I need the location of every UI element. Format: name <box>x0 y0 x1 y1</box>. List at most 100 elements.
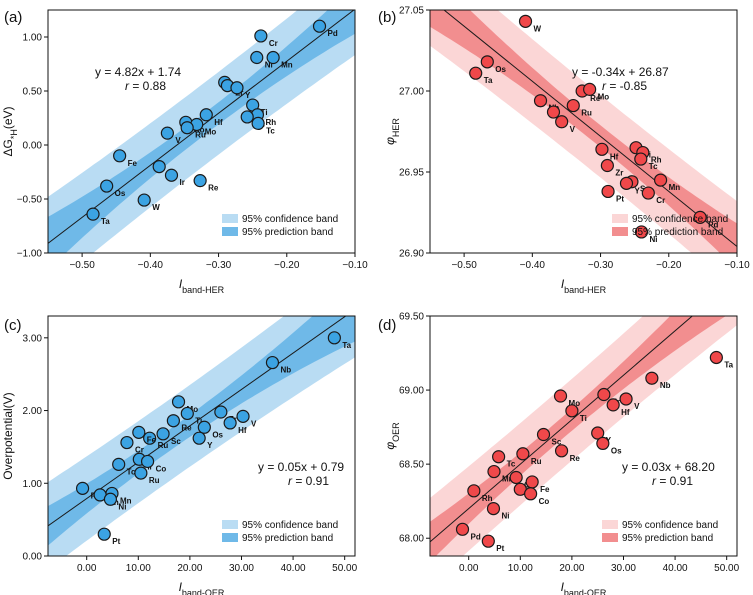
correlation-r: r = -0.85 <box>602 79 647 93</box>
x-tick-label: −0.10 <box>724 260 750 271</box>
point-label: Ru <box>195 131 206 140</box>
data-point-zr <box>214 405 228 419</box>
data-point-fe <box>132 425 146 439</box>
data-point-mo <box>553 389 568 403</box>
data-point-ir <box>164 168 179 182</box>
point-label: Pd <box>708 220 718 229</box>
x-tick-label: −0.20 <box>274 260 300 271</box>
legend: 95% confidence band 95% prediction band <box>612 214 728 238</box>
point-label: Mo <box>598 92 610 101</box>
data-point-ru <box>516 447 530 461</box>
point-label: Mn <box>502 475 514 484</box>
data-point-pt <box>481 534 495 548</box>
point-label: Ru <box>581 109 592 118</box>
x-tick-label: 10.00 <box>508 563 533 574</box>
data-point-pd <box>693 210 707 224</box>
data-point-zr <box>597 387 611 402</box>
legend-swatch-prediction <box>612 227 628 236</box>
data-point-nb <box>265 355 280 370</box>
point-label: Hf <box>238 426 247 435</box>
x-axis-label: Iband-OER <box>179 580 225 595</box>
point-label: Pt <box>616 194 624 203</box>
plot-area <box>48 10 355 253</box>
data-point-w <box>518 14 533 28</box>
x-tick-label: 30.00 <box>229 563 254 574</box>
plot-area <box>430 10 737 253</box>
y-tick-label: 3.00 <box>23 333 43 344</box>
y-tick-label: 26.95 <box>399 168 424 179</box>
data-point-hf <box>223 416 237 430</box>
data-point-re <box>166 414 180 428</box>
data-point-cr <box>641 186 655 200</box>
data-point-mo <box>171 395 186 409</box>
legend-swatch-confidence <box>222 214 238 223</box>
point-label: Cr <box>656 196 665 205</box>
point-label: Ti <box>261 108 268 117</box>
point-label: Rh <box>651 156 662 165</box>
panel-b: WOsTaReMoNbRuIrVHfTiRhTcZrMnScYPtCrPdNi−… <box>378 6 750 296</box>
data-point-v <box>555 115 569 129</box>
point-label: Os <box>495 65 506 74</box>
data-point-nb <box>645 371 659 385</box>
legend-label: 95% prediction band <box>242 227 333 238</box>
data-point-ru2 <box>134 466 148 480</box>
point-label: Ru <box>149 476 160 485</box>
panel-label: (a) <box>4 9 22 26</box>
y-tick-label: −0.50 <box>17 195 43 206</box>
data-point-sc <box>536 427 551 442</box>
point-label: Y <box>207 441 213 450</box>
point-label: Mn <box>669 183 681 192</box>
point-label: Co <box>156 464 167 473</box>
point-label: Rh <box>265 118 276 127</box>
y-axis-label: φOER <box>383 422 401 450</box>
x-tick-label: 50.00 <box>714 563 739 574</box>
data-point-mn <box>653 173 668 187</box>
data-point-pd <box>75 481 90 495</box>
point-label: Tc <box>266 126 275 135</box>
data-point-pt <box>97 527 111 541</box>
point-label: Y <box>245 91 251 100</box>
y-tick-label: 0.00 <box>23 552 43 563</box>
data-point-fe <box>525 475 539 489</box>
data-point-ta <box>86 207 100 221</box>
legend-swatch-confidence <box>612 214 628 223</box>
data-point-pd <box>312 19 327 33</box>
data-point-y <box>192 431 206 445</box>
point-label: Fe <box>128 159 138 168</box>
data-point-y <box>619 176 634 190</box>
correlation-r: r = 0.91 <box>288 474 329 488</box>
data-point-mo <box>583 82 597 96</box>
x-tick-label: 0.00 <box>459 563 479 574</box>
point-label: Ni <box>118 502 126 511</box>
data-point-co <box>524 487 538 501</box>
y-tick-label: 69.00 <box>399 386 424 397</box>
data-point-tc <box>492 450 506 464</box>
point-label: Hf <box>621 408 630 417</box>
data-point-nb <box>533 94 548 108</box>
y-axis-label: φHER <box>383 118 401 145</box>
y-tick-label: −1.00 <box>17 249 43 260</box>
point-label: Ti <box>195 416 202 425</box>
data-point-fe <box>113 149 127 163</box>
point-label: Cr <box>269 39 278 48</box>
panel-label: (c) <box>4 317 22 334</box>
point-label: Ir <box>179 178 184 187</box>
data-point-mn <box>487 464 501 479</box>
legend-label: 95% confidence band <box>622 520 718 531</box>
data-point-v <box>619 392 633 406</box>
data-point-sc <box>156 427 170 441</box>
data-point-y <box>230 81 244 95</box>
legend-swatch-prediction <box>222 227 238 236</box>
legend-label: 95% prediction band <box>242 533 333 544</box>
y-tick-label: 27.00 <box>399 87 424 98</box>
data-point-ir <box>546 105 561 119</box>
data-point-hf <box>199 108 213 122</box>
data-point-tc <box>634 152 648 166</box>
y-tick-label: 27.05 <box>399 6 424 17</box>
panel-a: PdCrNiMnPtZrYTiRhScTcCoHfMoRuVFeNbIrReOs… <box>1 9 368 295</box>
point-label: Ru <box>158 441 169 450</box>
y-tick-label: 68.50 <box>399 460 424 471</box>
regression-equation: y = 0.03x + 68.20 <box>622 460 715 474</box>
data-point-mn <box>266 50 280 65</box>
